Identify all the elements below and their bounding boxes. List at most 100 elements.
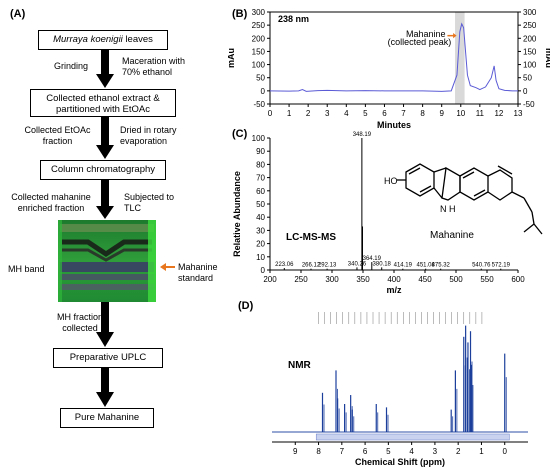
x-axis-label: m/z — [386, 285, 402, 295]
x-tick-label: 9 — [439, 109, 444, 118]
x-tick-label: 4 — [344, 109, 349, 118]
panel-b-label: (B) — [232, 8, 248, 20]
step-enriched: Collected mahanine enriched fraction — [11, 192, 91, 213]
y-tick-label-right: 250 — [523, 21, 537, 30]
ms-peak-label: 364.19 — [363, 256, 382, 262]
x-tick-label: 550 — [480, 275, 494, 284]
step-rotary: Dried in rotary evaporation — [120, 125, 177, 146]
x-tick-label: 7 — [401, 109, 406, 118]
arrow-down-icon — [96, 302, 114, 347]
species-name: Murraya koenigii — [53, 34, 123, 45]
y-tick-label: 50 — [256, 200, 265, 209]
y-tick-label: 50 — [256, 74, 265, 83]
flow-box-uplc: Preparative UPLC — [53, 348, 163, 368]
ms-peak-label: 451.08 — [416, 263, 435, 269]
peak-arrowhead — [453, 33, 457, 39]
x-tick-label: 1 — [479, 447, 484, 456]
step-maceration: Maceration with 70% ethanol — [122, 56, 186, 77]
ms-peak-label: 348.19 — [353, 132, 372, 138]
mass-spectrum-chart: 200 250 300 350 400 450 500 550 600 0 10 20 30 40 50 60… — [232, 132, 525, 295]
compound-name: Mahanine — [430, 230, 474, 241]
ms-peak-label: 540.76 — [472, 263, 491, 269]
y-tick-label: 150 — [252, 47, 266, 56]
arrow-down-icon — [96, 117, 114, 159]
collected-region — [455, 12, 465, 104]
y-tick-label: 70 — [256, 174, 265, 183]
ms-peak-label: 340.26 — [348, 261, 367, 267]
x-tick-label: 8 — [420, 109, 425, 118]
flow-box-leaves: Murraya koenigii leaves — [38, 30, 168, 50]
flow-arrows — [96, 50, 114, 407]
mh-band-label: MH band — [8, 264, 45, 274]
arrow-down-icon — [96, 180, 114, 219]
y-tick-label: 0 — [261, 87, 266, 96]
x-tick-label: 1 — [287, 109, 292, 118]
flow-box-column: Column chromatography — [40, 160, 166, 180]
x-tick-label: 13 — [514, 109, 523, 118]
y-tick-label: -50 — [253, 100, 265, 109]
ms-peak-label: 572.19 — [492, 263, 511, 269]
y-tick-label: 40 — [256, 213, 265, 222]
x-tick-label: 350 — [356, 275, 370, 284]
ms-peak-label: 292.13 — [318, 263, 337, 269]
x-tick-label: 5 — [386, 447, 391, 456]
y-tick-label-right: 300 — [523, 8, 537, 17]
mahanine-structure: HO N H Mahanine — [384, 163, 543, 241]
y-tick-label: 0 — [261, 266, 266, 275]
y-tick-label: 100 — [252, 134, 266, 143]
y-tick-label-right: 50 — [523, 74, 532, 83]
x-tick-label: 500 — [449, 275, 463, 284]
flow-box-extract: Collected ethanol extract & partitioned … — [30, 89, 176, 117]
leaves-text: leaves — [122, 34, 153, 45]
panel-a-label: (A) — [10, 8, 26, 20]
x-tick-label: 200 — [263, 275, 277, 284]
x-tick-label: 0 — [503, 447, 508, 456]
pure-text: Pure Mahanine — [74, 412, 140, 423]
ms-peak-label: 414.19 — [394, 263, 413, 269]
x-tick-label: 5 — [363, 109, 368, 118]
step-tlc: Subjected to TLC — [124, 192, 175, 213]
x-tick-label: 6 — [382, 109, 387, 118]
x-tick-label: 9 — [293, 447, 298, 456]
y-tick-label: 30 — [256, 226, 265, 235]
x-tick-label: 0 — [268, 109, 273, 118]
x-tick-label: 250 — [294, 275, 308, 284]
x-tick-label: 2 — [306, 109, 311, 118]
y-tick-label-right: -50 — [523, 100, 535, 109]
nmr-spectrum-chart: 9 8 7 6 5 4 3 2 1 0 Chemical Shift (ppm) NMR — [272, 312, 528, 467]
y-tick-label-right: 0 — [523, 87, 528, 96]
x-tick-label: 3 — [325, 109, 330, 118]
y-axis-label-right: mAu — [544, 48, 550, 68]
column-text: Column chromatography — [50, 164, 156, 175]
ms-peak-label: 380.18 — [373, 261, 392, 267]
y-tick-label-right: 150 — [523, 47, 537, 56]
x-tick-label: 400 — [387, 275, 401, 284]
step-mh-fraction: MH fraction collected — [56, 312, 103, 333]
x-tick-label: 11 — [476, 109, 485, 118]
x-axis-label: Chemical Shift (ppm) — [355, 457, 445, 467]
y-tick-label: 300 — [252, 8, 266, 17]
x-tick-label: 2 — [456, 447, 461, 456]
wavelength-label: 238 nm — [278, 14, 309, 24]
flow-box-pure: Pure Mahanine — [60, 408, 154, 428]
y-tick-label: 200 — [252, 34, 266, 43]
y-tick-label: 10 — [256, 253, 265, 262]
x-axis-label: Minutes — [377, 120, 411, 130]
arrow-down-icon — [96, 368, 114, 407]
mahanine-standard-label: Mahanine standard — [178, 262, 218, 283]
step-grinding: Grinding — [54, 61, 89, 71]
y-tick-label-right: 100 — [523, 61, 537, 70]
y-tick-label: 250 — [252, 21, 266, 30]
x-tick-label: 8 — [316, 447, 321, 456]
ms-peak-label: 223.06 — [275, 262, 294, 268]
uplc-text: Preparative UPLC — [69, 352, 147, 363]
x-tick-label: 4 — [409, 447, 414, 456]
chromatogram-line — [269, 22, 518, 92]
y-tick-label: 20 — [256, 240, 265, 249]
arrow-down-icon — [96, 50, 114, 88]
x-tick-label: 450 — [418, 275, 432, 284]
panel-c-label: (C) — [232, 128, 248, 140]
step-collected-etoac: Collected EtOAc fraction — [24, 125, 91, 146]
ms-peak-label: 266.12 — [302, 263, 321, 269]
